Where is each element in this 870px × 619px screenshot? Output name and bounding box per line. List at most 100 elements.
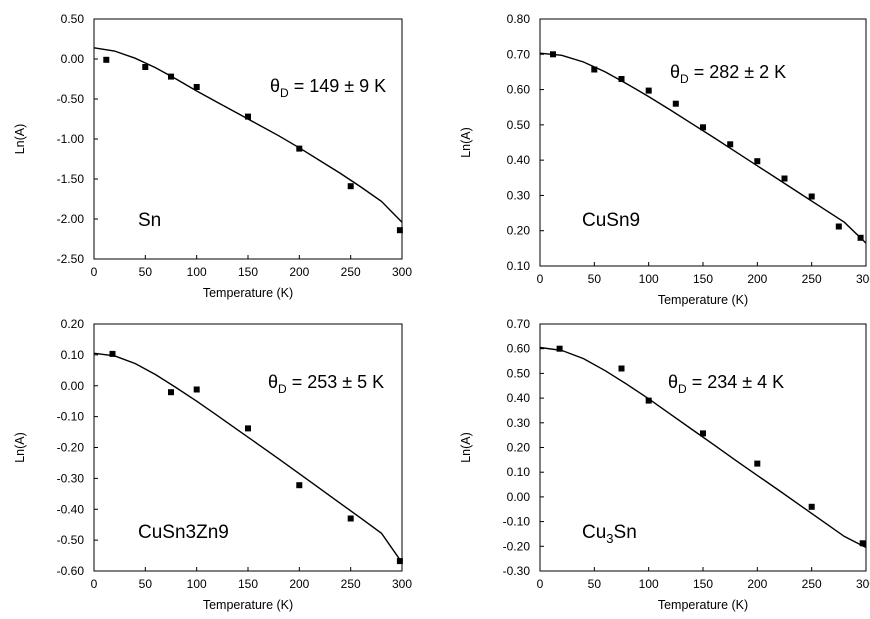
y-tick-label: -0.30 <box>57 471 85 485</box>
y-tick-label: -0.60 <box>57 564 85 578</box>
y-tick-label: 0.70 <box>507 47 531 61</box>
y-tick-label: -0.50 <box>57 92 85 106</box>
data-point <box>645 397 652 404</box>
y-axis-label: Ln(A) <box>459 127 473 158</box>
y-tick-label: 0.00 <box>61 379 85 393</box>
x-tick-label: 100 <box>187 265 207 279</box>
y-tick-label: 0.60 <box>507 83 531 97</box>
y-tick-label: -0.40 <box>57 502 85 516</box>
data-point <box>296 145 303 152</box>
data-point <box>618 365 625 372</box>
x-tick-label: 250 <box>802 577 822 591</box>
y-tick-label: 0.30 <box>507 416 531 430</box>
material-label: CuSn3Zn9 <box>138 522 229 543</box>
x-tick-label: 300 <box>856 577 870 591</box>
x-axis-label: Temperature (K) <box>658 293 748 307</box>
x-tick-label: 200 <box>747 577 767 591</box>
data-point <box>808 193 815 200</box>
y-axis-label: Ln(A) <box>459 432 473 463</box>
material-label: CuSn9 <box>582 210 640 231</box>
y-tick-label: 0.10 <box>507 465 531 479</box>
x-axis-label: Temperature (K) <box>203 598 293 612</box>
y-tick-label: 0.50 <box>61 12 85 26</box>
y-tick-label: 0.60 <box>507 342 531 356</box>
data-point <box>193 84 200 90</box>
data-point <box>859 540 866 547</box>
data-point <box>168 389 174 396</box>
data-point <box>727 141 734 148</box>
y-tick-label: 0.40 <box>507 153 531 167</box>
data-point <box>754 158 761 165</box>
x-tick-label: 100 <box>639 272 659 286</box>
data-point <box>347 515 354 522</box>
data-point <box>168 73 174 80</box>
x-tick-label: 0 <box>537 272 544 286</box>
x-tick-label: 0 <box>91 265 98 279</box>
x-tick-label: 100 <box>187 577 207 591</box>
x-tick-label: 50 <box>588 577 602 591</box>
y-tick-label: 0.10 <box>61 348 85 362</box>
y-tick-label: -1.00 <box>57 132 85 146</box>
y-tick-label: 0.00 <box>61 52 85 66</box>
y-tick-label: -2.50 <box>57 252 85 266</box>
data-point <box>781 175 788 182</box>
y-tick-label: 0.10 <box>507 259 531 273</box>
debye-temperature-annotation: θD = 282 ± 2 K <box>670 62 786 86</box>
x-axis-label: Temperature (K) <box>658 598 748 612</box>
y-tick-label: 0.70 <box>507 317 531 331</box>
x-tick-label: 150 <box>238 577 258 591</box>
y-tick-label: -0.20 <box>503 539 531 553</box>
material-label: Cu3Sn <box>582 522 637 546</box>
chart-panel-2: 0 50 100 150 200 250 300 0.80 0.70 0.60 0.50 0.40 0.… <box>459 12 870 307</box>
x-tick-label: 300 <box>856 272 870 286</box>
data-point <box>347 183 354 190</box>
y-tick-label: 0.20 <box>507 441 531 455</box>
x-tick-label: 50 <box>139 577 153 591</box>
data-point <box>396 227 403 234</box>
y-tick-label: -0.30 <box>503 564 531 578</box>
x-tick-label: 0 <box>537 577 544 591</box>
data-point <box>808 503 815 510</box>
fit-curve <box>539 346 867 549</box>
x-tick-label: 200 <box>289 265 309 279</box>
data-point <box>109 350 116 357</box>
data-point <box>700 430 706 437</box>
y-tick-label: 0.20 <box>507 224 531 238</box>
data-point <box>245 425 251 432</box>
y-tick-label: -0.50 <box>57 533 85 547</box>
x-tick-label: 250 <box>802 272 822 286</box>
data-point <box>835 223 842 230</box>
x-tick-label: 150 <box>693 272 713 286</box>
data-point <box>396 558 403 565</box>
y-tick-label: 0.30 <box>507 188 531 202</box>
chart-panel-1: 0 50 100 150 200 250 300 0.50 0.00 -0.50 -1.00 -1.5… <box>13 12 412 300</box>
data-point <box>556 345 563 352</box>
fit-curve <box>93 47 403 223</box>
y-axis-label: Ln(A) <box>13 432 27 463</box>
y-tick-label: 0.50 <box>507 366 531 380</box>
x-tick-label: 200 <box>747 272 767 286</box>
data-point <box>550 51 556 58</box>
x-tick-label: 150 <box>693 577 713 591</box>
x-tick-label: 50 <box>588 272 602 286</box>
data-point <box>591 66 598 73</box>
chart-panel-4: 0 50 100 150 200 250 300 0.70 0.60 0.50 0.40 0.30 0.… <box>459 317 870 612</box>
material-label: Sn <box>138 210 161 231</box>
data-point <box>645 87 652 94</box>
x-axis-label: Temperature (K) <box>203 286 293 300</box>
fit-curve <box>93 352 403 564</box>
y-tick-label: 0.80 <box>507 12 531 26</box>
x-tick-label: 300 <box>392 265 412 279</box>
x-tick-label: 250 <box>341 577 361 591</box>
y-tick-label: 0.00 <box>507 490 531 504</box>
data-point <box>754 460 761 467</box>
debye-temperature-annotation: θD = 253 ± 5 K <box>268 372 384 396</box>
data-point <box>618 76 625 82</box>
y-tick-label: 0.50 <box>507 118 531 132</box>
data-point <box>142 64 149 70</box>
x-tick-label: 100 <box>639 577 659 591</box>
x-tick-label: 250 <box>341 265 361 279</box>
data-point <box>672 100 679 107</box>
data-point <box>193 386 200 393</box>
